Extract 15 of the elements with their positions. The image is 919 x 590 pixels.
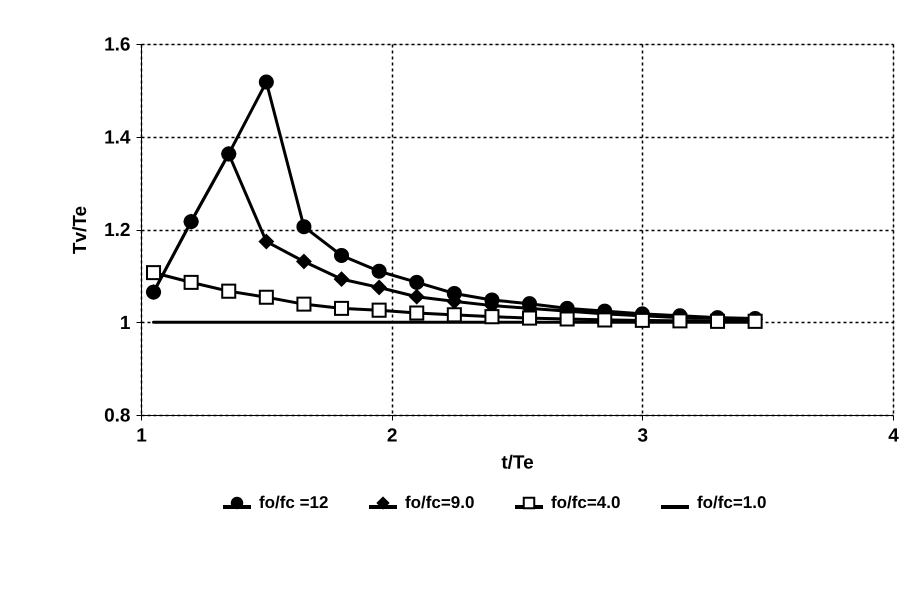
x-tick-label: 4: [888, 426, 900, 446]
legend-label: fo/fc=4.0: [551, 493, 620, 512]
y-tick-label: 1.6: [104, 34, 130, 56]
y-tick-label: 0.8: [104, 406, 130, 426]
legend-label: fo/fc=1.0: [697, 493, 766, 512]
legend-label: fo/fc=9.0: [405, 493, 474, 512]
x-tick-label: 3: [638, 426, 648, 446]
y-tick-label: 1: [120, 312, 131, 334]
x-tick-label: 2: [386, 426, 398, 446]
x-tick-label: 1: [136, 426, 148, 446]
legend-label: fo/fc =12: [259, 493, 328, 512]
y-axis-title: Tv/Te: [70, 206, 92, 254]
x-axis-title: t/Te: [501, 452, 534, 474]
y-tick-label: 1.4: [104, 127, 131, 148]
y-tick-label: 1.2: [104, 220, 130, 241]
